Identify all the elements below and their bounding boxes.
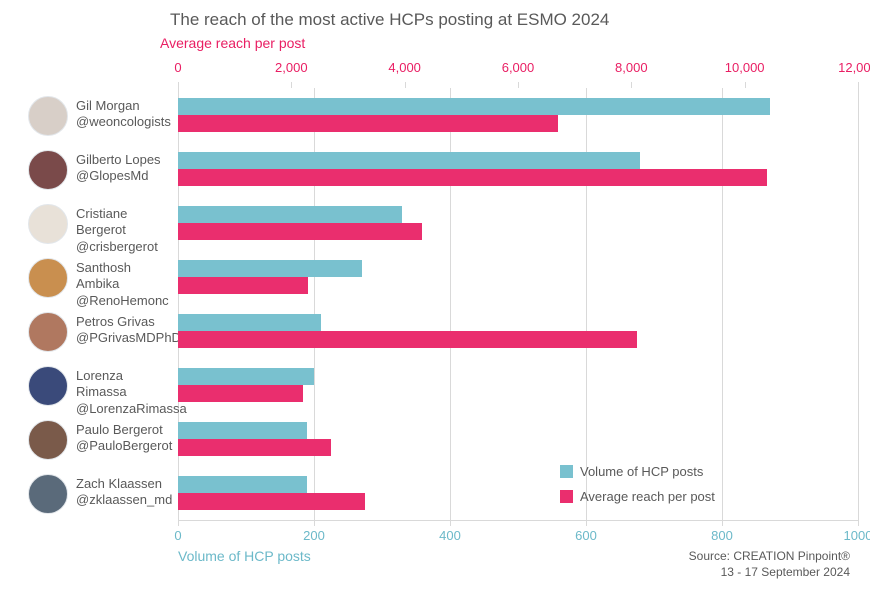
legend-swatch [560,465,573,478]
legend-label: Volume of HCP posts [580,464,703,479]
top-tick-mark [518,82,519,88]
avatar [28,204,68,244]
bottom-tick-mark [586,520,587,526]
bottom-axis-line [178,520,858,521]
top-axis-label: Average reach per post [160,35,305,51]
bar-volume [178,152,640,169]
avatar [28,96,68,136]
bottom-tick: 800 [692,528,752,543]
row-label: Zach Klaassen@zklaassen_md [76,476,176,509]
top-tick-mark [858,82,859,88]
top-tick-mark [291,82,292,88]
row-handle: @PGrivasMDPhD [76,330,181,345]
row-label: Cristiane Bergerot @crisbergerot [76,206,176,255]
row-name: Zach Klaassen [76,476,162,491]
row-label: Santhosh Ambika @RenoHemonc [76,260,176,309]
bar-volume [178,422,307,439]
avatar [28,474,68,514]
bar-volume [178,314,321,331]
bar-reach [178,277,308,294]
top-tick-mark [745,82,746,88]
top-tick: 8,000 [601,60,661,75]
row-name: Santhosh Ambika [76,260,131,291]
bottom-tick: 400 [420,528,480,543]
grid-line [722,88,723,520]
source-text: Source: CREATION Pinpoint® 13 - 17 Septe… [689,548,850,580]
bar-reach [178,169,767,186]
row-handle: @GlopesMd [76,168,148,183]
legend-swatch [560,490,573,503]
bottom-tick-mark [722,520,723,526]
row-label: Gilberto Lopes@GlopesMd [76,152,176,185]
legend-label: Average reach per post [580,489,715,504]
bottom-axis-label: Volume of HCP posts [178,548,311,564]
row-name: Gil Morgan [76,98,140,113]
row-handle: @LorenzaRimassa [76,401,187,416]
avatar [28,258,68,298]
bar-volume [178,368,314,385]
top-tick-mark [405,82,406,88]
row-handle: @RenoHemonc [76,293,169,308]
row-label: Lorenza Rimassa@LorenzaRimassa [76,368,176,417]
bottom-tick: 600 [556,528,616,543]
bar-volume [178,206,402,223]
row-handle: @zklaassen_md [76,492,172,507]
grid-line [858,88,859,520]
top-tick: 6,000 [488,60,548,75]
bar-volume [178,260,362,277]
top-tick-mark [178,82,179,88]
avatar [28,366,68,406]
row-label: Paulo Bergerot@PauloBergerot [76,422,176,455]
top-tick: 10,000 [715,60,775,75]
row-handle: @weoncologists [76,114,171,129]
top-tick: 4,000 [375,60,435,75]
bar-reach [178,223,422,240]
row-label: Gil Morgan@weoncologists [76,98,176,131]
row-name: Cristiane Bergerot [76,206,127,237]
top-tick: 0 [148,60,208,75]
avatar [28,420,68,460]
row-name: Paulo Bergerot [76,422,163,437]
chart-title: The reach of the most active HCPs postin… [170,10,609,30]
row-name: Gilberto Lopes [76,152,161,167]
bottom-tick-mark [178,520,179,526]
top-tick: 2,000 [261,60,321,75]
bar-reach [178,493,365,510]
bar-volume [178,98,770,115]
bottom-tick-mark [314,520,315,526]
bottom-tick: 0 [148,528,208,543]
bottom-tick-mark [450,520,451,526]
top-tick-mark [631,82,632,88]
row-handle: @PauloBergerot [76,438,172,453]
row-name: Lorenza Rimassa [76,368,127,399]
bar-reach [178,331,637,348]
bar-reach [178,385,303,402]
source-line2: 13 - 17 September 2024 [721,565,850,579]
row-handle: @crisbergerot [76,239,158,254]
bar-volume [178,476,307,493]
avatar [28,312,68,352]
row-name: Petros Grivas [76,314,155,329]
top-tick: 12,000 [828,60,870,75]
bottom-tick: 1000 [828,528,870,543]
avatar [28,150,68,190]
bottom-tick: 200 [284,528,344,543]
bar-reach [178,115,558,132]
row-label: Petros Grivas@PGrivasMDPhD [76,314,176,347]
bottom-tick-mark [858,520,859,526]
source-line1: Source: CREATION Pinpoint® [689,549,850,563]
bar-reach [178,439,331,456]
